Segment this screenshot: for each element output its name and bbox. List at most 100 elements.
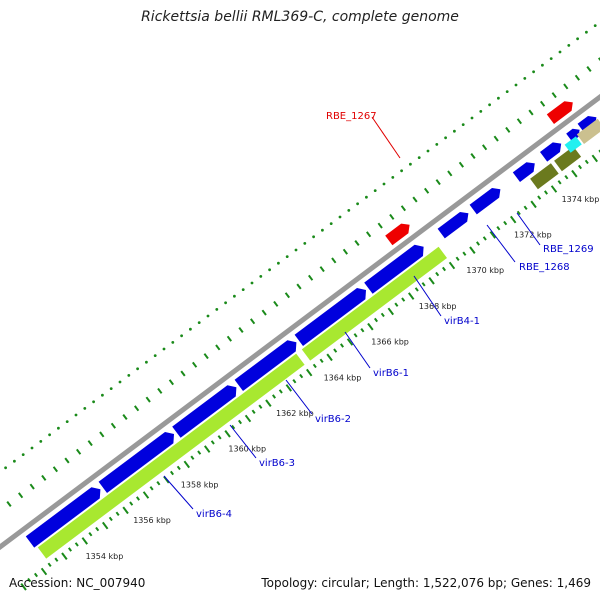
ruler-tick <box>142 491 150 499</box>
blue-gene-arrow <box>172 385 237 438</box>
ruler-tick <box>47 562 52 568</box>
ring-dash <box>563 83 569 90</box>
ring-dash <box>145 396 151 403</box>
ruler-tick <box>428 277 435 285</box>
ring-dash <box>516 118 523 125</box>
ring-dot <box>549 57 553 60</box>
ring-dot <box>13 459 16 463</box>
callout-line <box>486 224 516 263</box>
ring-dot <box>417 156 421 160</box>
map-title: Rickettsia bellii RML369-C, complete gen… <box>141 9 459 25</box>
red-gene-arrow <box>546 101 573 124</box>
ring-dot <box>277 261 280 265</box>
ruler-tick <box>176 465 181 471</box>
gene-label: virB6-4 <box>196 509 232 520</box>
ruler-tick <box>74 542 79 547</box>
ring-dash <box>87 440 93 447</box>
ring-dash <box>122 414 128 420</box>
ruler-tick <box>149 486 154 491</box>
ruler-tick <box>482 236 487 241</box>
gene-label: RBE_1268 <box>519 262 570 273</box>
ring-dot <box>426 149 430 153</box>
ruler-tick <box>238 419 242 425</box>
ruler-tick <box>353 333 358 338</box>
ring-dot <box>347 209 351 212</box>
ruler-tick <box>557 180 562 185</box>
ring-dash <box>157 387 163 394</box>
ring-dot <box>400 169 403 173</box>
ruler-tick <box>258 404 263 409</box>
ring-dot <box>285 255 289 258</box>
ruler-tick <box>346 338 354 346</box>
ring-dot <box>259 275 263 278</box>
ruler-tick <box>441 266 447 272</box>
ring-dot <box>74 413 78 417</box>
ruler-tick <box>584 159 589 165</box>
kbp-label: 1374 kbp <box>562 195 600 204</box>
gene-label: virB6-2 <box>315 414 351 425</box>
olive-box <box>530 163 559 190</box>
ring-dash <box>400 205 407 212</box>
ring-dash <box>458 161 465 168</box>
callout-line <box>285 379 313 415</box>
ring-dot <box>585 30 588 34</box>
ring-dot <box>356 202 359 206</box>
ring-dash <box>539 100 546 107</box>
ruler-tick <box>20 582 27 591</box>
ring-dash <box>284 292 291 299</box>
ring-dot <box>250 281 254 285</box>
ring-dash <box>134 405 140 412</box>
ring-dash <box>505 126 511 133</box>
ring-dot <box>382 182 386 186</box>
ring-dash <box>493 135 499 142</box>
tan-box <box>576 118 600 144</box>
ring-dash <box>238 327 244 333</box>
ring-dot <box>4 466 7 470</box>
ring-dash <box>180 370 186 377</box>
ring-dash <box>307 274 314 281</box>
ruler-tick <box>61 552 68 561</box>
ruler-tick <box>54 557 59 562</box>
accession-label: Accession: NC_007940 <box>9 576 146 590</box>
gene-label: virB6-1 <box>373 368 409 379</box>
ring-dot <box>593 24 597 27</box>
ruler-tick <box>455 256 460 261</box>
callout-line <box>413 275 442 317</box>
backbone-line <box>0 93 600 551</box>
ring-dot <box>180 334 184 338</box>
ring-dot <box>479 110 483 113</box>
ruler-tick <box>81 537 88 545</box>
ruler-tick <box>285 384 293 392</box>
ring-dot <box>171 341 175 344</box>
genome-summary: Topology: circular; Length: 1,522,076 bp… <box>261 576 591 590</box>
kbp-label: 1366 kbp <box>371 338 409 347</box>
ring-dot <box>488 103 491 107</box>
gene-callouts: RBE_1267 RBE_1269 RBE_1268 virB4-1 virB6-1 vi… <box>163 111 594 520</box>
blue-gene-arrow <box>437 212 469 239</box>
ruler-tick <box>217 435 222 440</box>
ruler-tick <box>496 226 501 231</box>
olive-box <box>554 146 582 172</box>
ring-dash <box>99 431 105 438</box>
ruler-tick <box>156 481 161 486</box>
ring-dot <box>558 50 562 54</box>
ring-dash <box>342 248 349 255</box>
ring-dash <box>52 466 59 473</box>
ruler-tick <box>204 445 211 453</box>
ruler-tick <box>136 496 140 501</box>
ruler-tick <box>373 317 379 323</box>
ring-dot <box>197 321 201 324</box>
ruler-tick <box>564 175 569 180</box>
ruler-tick <box>577 164 583 170</box>
kbp-ruler: 1354 kbp 1356 kbp 1358 kbp 1360 kbp 1362 kbp… <box>20 149 600 591</box>
blue-gene-arrow <box>364 244 424 294</box>
ruler-tick <box>278 389 283 394</box>
ring-dash <box>423 187 430 194</box>
ring-dot <box>92 400 95 404</box>
ring-dot <box>215 308 219 311</box>
ring-dot <box>532 70 535 74</box>
ruler-tick <box>509 215 517 224</box>
ring-dot <box>57 426 60 430</box>
ring-dot <box>312 235 315 239</box>
